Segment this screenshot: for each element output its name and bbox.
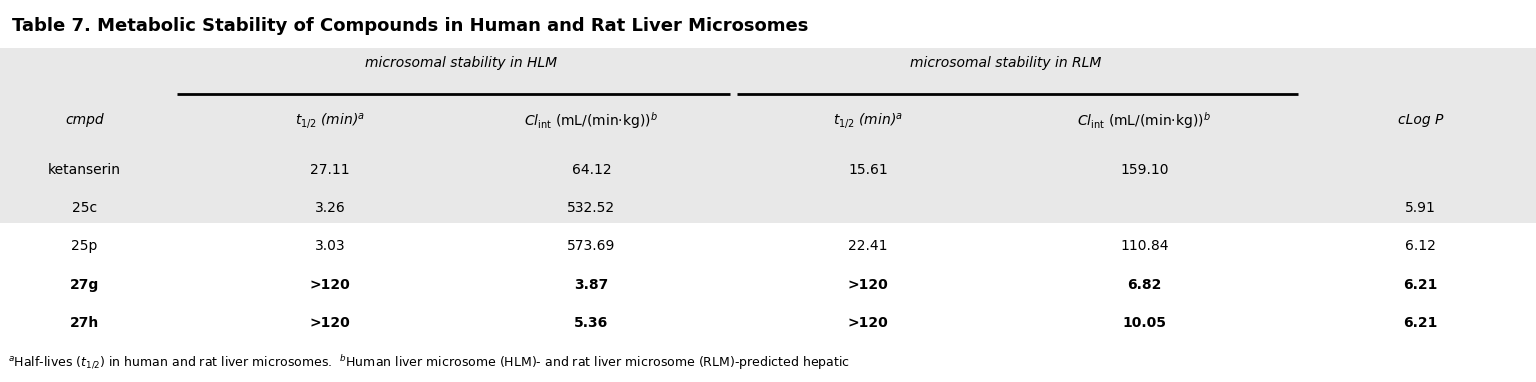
Text: 15.61: 15.61 <box>848 163 888 177</box>
Text: 64.12: 64.12 <box>571 163 611 177</box>
Bar <box>0 48 1536 223</box>
Text: >120: >120 <box>310 316 350 330</box>
Text: cLog P: cLog P <box>1398 113 1444 127</box>
Text: 6.82: 6.82 <box>1127 278 1161 291</box>
Text: microsomal stability in HLM: microsomal stability in HLM <box>364 56 558 70</box>
Text: 3.26: 3.26 <box>315 201 346 215</box>
Text: ketanserin: ketanserin <box>48 163 121 177</box>
Text: 27h: 27h <box>69 316 100 330</box>
Text: $\mathit{Cl}_\mathrm{int}$ (mL/(min$\cdot$kg))$^{b}$: $\mathit{Cl}_\mathrm{int}$ (mL/(min$\cdo… <box>1077 110 1212 131</box>
Text: 6.21: 6.21 <box>1404 278 1438 291</box>
Text: 27.11: 27.11 <box>310 163 350 177</box>
Text: 5.36: 5.36 <box>574 316 608 330</box>
Text: $t_{1/2}$ (min)$^{a}$: $t_{1/2}$ (min)$^{a}$ <box>833 111 903 130</box>
Text: microsomal stability in RLM: microsomal stability in RLM <box>911 56 1101 70</box>
Text: >120: >120 <box>310 278 350 291</box>
Text: 573.69: 573.69 <box>567 240 616 253</box>
Text: $^{a}$Half-lives ($t_{1/2}$) in human and rat liver microsomes.  $^{b}$Human liv: $^{a}$Half-lives ($t_{1/2}$) in human an… <box>8 353 849 372</box>
Text: 159.10: 159.10 <box>1120 163 1169 177</box>
Text: 22.41: 22.41 <box>848 240 888 253</box>
Text: 25p: 25p <box>71 240 98 253</box>
Text: 10.05: 10.05 <box>1123 316 1166 330</box>
Text: 5.91: 5.91 <box>1405 201 1436 215</box>
Text: 110.84: 110.84 <box>1120 240 1169 253</box>
Text: 27g: 27g <box>69 278 100 291</box>
Text: 3.03: 3.03 <box>315 240 346 253</box>
Text: 6.12: 6.12 <box>1405 240 1436 253</box>
Text: 25c: 25c <box>72 201 97 215</box>
Text: >120: >120 <box>848 316 888 330</box>
Text: Table 7. Metabolic Stability of Compounds in Human and Rat Liver Microsomes: Table 7. Metabolic Stability of Compound… <box>12 17 808 35</box>
Text: 6.21: 6.21 <box>1404 316 1438 330</box>
Text: 532.52: 532.52 <box>567 201 616 215</box>
Text: $t_{1/2}$ (min)$^{a}$: $t_{1/2}$ (min)$^{a}$ <box>295 111 366 130</box>
Text: 3.87: 3.87 <box>574 278 608 291</box>
Text: $\mathit{Cl}_\mathrm{int}$ (mL/(min$\cdot$kg))$^{b}$: $\mathit{Cl}_\mathrm{int}$ (mL/(min$\cdo… <box>524 110 659 131</box>
Text: cmpd: cmpd <box>65 113 104 127</box>
Text: >120: >120 <box>848 278 888 291</box>
